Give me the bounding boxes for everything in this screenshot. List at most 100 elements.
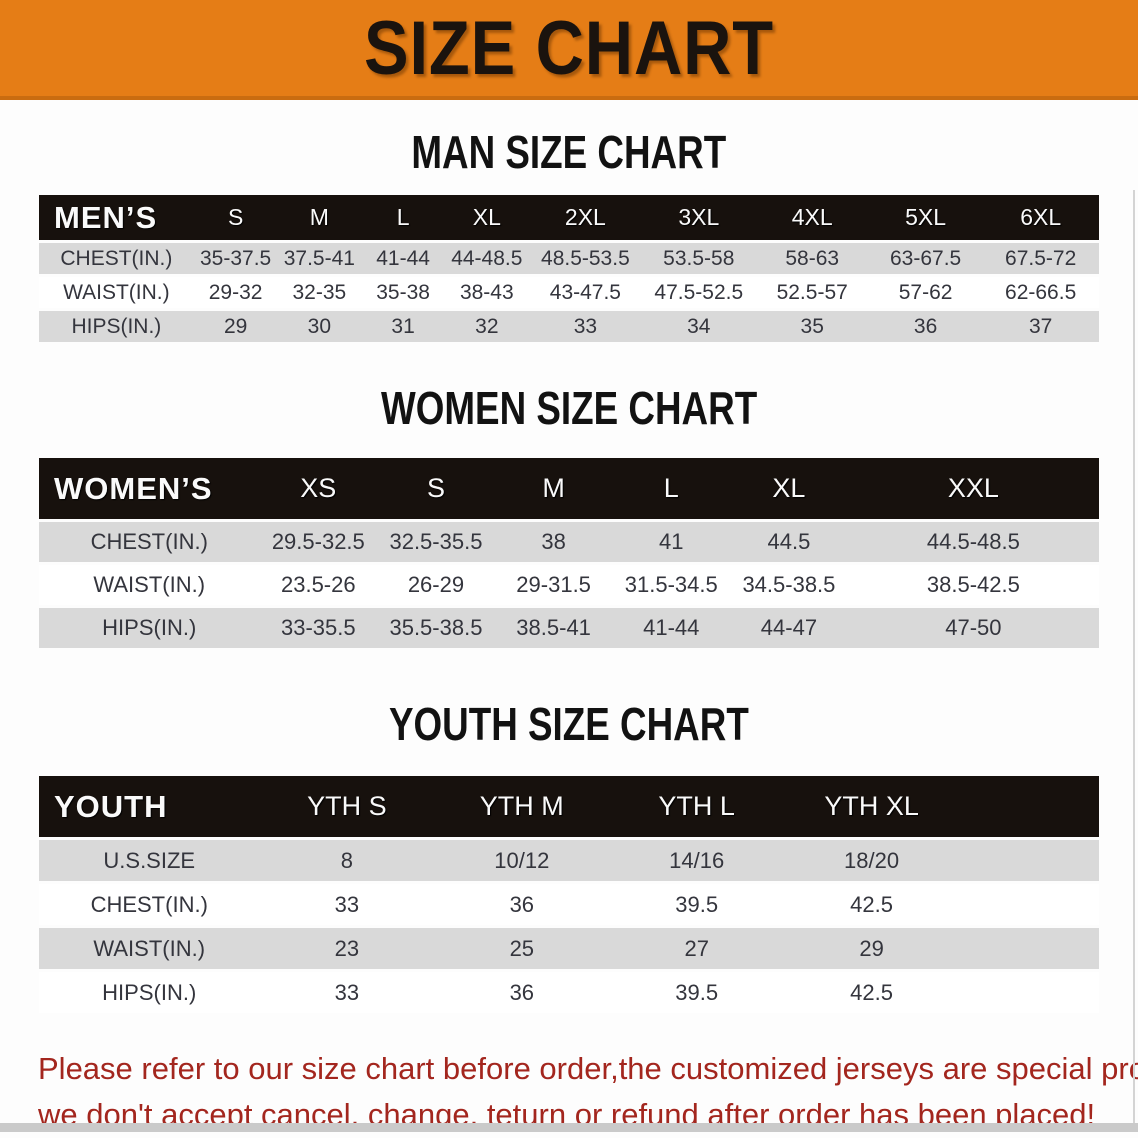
mens-col-s: S xyxy=(193,195,278,240)
youth-header-row: YOUTH YTH S YTH M YTH L YTH XL xyxy=(39,776,1099,837)
data-cell: 41 xyxy=(612,522,731,562)
data-cell: 29 xyxy=(784,928,960,969)
womens-hips-row: HIPS(IN.) 33-35.5 35.5-38.5 38.5-41 41-4… xyxy=(39,608,1099,648)
data-cell: 31.5-34.5 xyxy=(612,565,731,605)
womens-col-xs: XS xyxy=(259,458,378,519)
youth-col-m: YTH M xyxy=(434,776,610,837)
data-cell: 29.5-32.5 xyxy=(259,522,378,562)
womens-col-l: L xyxy=(612,458,731,519)
row-label: U.S.SIZE xyxy=(39,840,260,881)
womens-chest-row: CHEST(IN.) 29.5-32.5 32.5-35.5 38 41 44.… xyxy=(39,522,1099,562)
youth-col-xl: YTH XL xyxy=(784,776,960,837)
data-cell: 38.5-42.5 xyxy=(847,565,1099,605)
data-cell: 44-48.5 xyxy=(444,243,529,274)
bottom-divider xyxy=(0,1123,1138,1132)
data-cell: 67.5-72 xyxy=(982,243,1099,274)
youth-section-heading-text: YOUTH SIZE CHART xyxy=(389,698,749,750)
data-cell: 27 xyxy=(609,928,785,969)
data-cell: 36 xyxy=(434,972,610,1013)
data-cell: 33 xyxy=(259,884,435,925)
data-cell: 62-66.5 xyxy=(982,277,1099,308)
row-label: WAIST(IN.) xyxy=(39,928,260,969)
data-cell: 48.5-53.5 xyxy=(528,243,643,274)
data-cell: 26-29 xyxy=(377,565,495,605)
data-cell: 44.5 xyxy=(730,522,848,562)
data-cell: 36 xyxy=(868,311,983,342)
data-cell: 53.5-58 xyxy=(642,243,756,274)
data-cell: 23 xyxy=(259,928,435,969)
data-cell: 29-31.5 xyxy=(494,565,613,605)
womens-col-m: M xyxy=(494,458,613,519)
row-label: CHEST(IN.) xyxy=(39,884,260,925)
data-cell: 44.5-48.5 xyxy=(847,522,1099,562)
row-label: WAIST(IN.) xyxy=(39,277,194,308)
data-cell: 14/16 xyxy=(609,840,785,881)
womens-size-table: WOMEN’S XS S M L XL XXL CHEST(IN.) 29.5-… xyxy=(39,455,1099,651)
mens-table-title: MEN’S xyxy=(39,195,194,240)
youth-chest-row: CHEST(IN.) 33 36 39.5 42.5 xyxy=(39,884,1099,925)
youth-hips-row: HIPS(IN.) 33 36 39.5 42.5 xyxy=(39,972,1099,1013)
right-edge-line xyxy=(1133,190,1135,1123)
data-cell: 47.5-52.5 xyxy=(642,277,756,308)
mens-section-heading: MAN SIZE CHART xyxy=(0,125,1138,179)
data-cell: 33 xyxy=(528,311,643,342)
mens-col-3xl: 3XL xyxy=(642,195,756,240)
data-cell: 35.5-38.5 xyxy=(377,608,495,648)
data-cell: 31 xyxy=(361,311,445,342)
data-cell: 63-67.5 xyxy=(868,243,983,274)
data-cell: 23.5-26 xyxy=(259,565,378,605)
data-cell: 33-35.5 xyxy=(259,608,378,648)
data-cell: 42.5 xyxy=(784,972,960,1013)
mens-col-l: L xyxy=(361,195,445,240)
youth-section-heading: YOUTH SIZE CHART xyxy=(0,697,1138,751)
youth-col-l: YTH L xyxy=(609,776,785,837)
data-cell: 41-44 xyxy=(612,608,731,648)
womens-col-xl: XL xyxy=(730,458,848,519)
data-cell: 34.5-38.5 xyxy=(730,565,848,605)
data-cell: 30 xyxy=(277,311,362,342)
womens-waist-row: WAIST(IN.) 23.5-26 26-29 29-31.5 31.5-34… xyxy=(39,565,1099,605)
data-cell: 38-43 xyxy=(444,277,529,308)
womens-col-s: S xyxy=(377,458,495,519)
row-label: HIPS(IN.) xyxy=(39,311,194,342)
data-cell: 38 xyxy=(494,522,613,562)
womens-table-title: WOMEN’S xyxy=(39,458,260,519)
data-cell: 44-47 xyxy=(730,608,848,648)
data-cell: 41-44 xyxy=(361,243,445,274)
youth-col-filler xyxy=(959,776,1099,837)
data-cell: 29 xyxy=(193,311,278,342)
row-label: HIPS(IN.) xyxy=(39,608,260,648)
data-cell-empty xyxy=(959,840,1099,881)
data-cell: 25 xyxy=(434,928,610,969)
data-cell: 34 xyxy=(642,311,756,342)
mens-hips-row: HIPS(IN.) 29 30 31 32 33 34 35 36 37 xyxy=(39,311,1099,342)
data-cell: 57-62 xyxy=(868,277,983,308)
data-cell: 38.5-41 xyxy=(494,608,613,648)
mens-col-2xl: 2XL xyxy=(528,195,643,240)
data-cell: 8 xyxy=(259,840,435,881)
data-cell: 36 xyxy=(434,884,610,925)
data-cell: 37 xyxy=(982,311,1099,342)
data-cell: 42.5 xyxy=(784,884,960,925)
data-cell: 52.5-57 xyxy=(755,277,869,308)
mens-col-m: M xyxy=(277,195,362,240)
data-cell: 18/20 xyxy=(784,840,960,881)
data-cell-empty xyxy=(959,884,1099,925)
womens-section-heading-text: WOMEN SIZE CHART xyxy=(380,382,758,434)
row-label: CHEST(IN.) xyxy=(39,243,194,274)
data-cell: 43-47.5 xyxy=(528,277,643,308)
mens-col-6xl: 6XL xyxy=(982,195,1099,240)
mens-waist-row: WAIST(IN.) 29-32 32-35 35-38 38-43 43-47… xyxy=(39,277,1099,308)
mens-col-5xl: 5XL xyxy=(868,195,983,240)
womens-header-row: WOMEN’S XS S M L XL XXL xyxy=(39,458,1099,519)
data-cell: 32.5-35.5 xyxy=(377,522,495,562)
youth-table-title: YOUTH xyxy=(39,776,260,837)
data-cell: 58-63 xyxy=(755,243,869,274)
disclaimer-note: Please refer to our size chart before or… xyxy=(38,1046,1138,1138)
youth-col-s: YTH S xyxy=(259,776,435,837)
mens-size-table: MEN’S S M L XL 2XL 3XL 4XL 5XL 6XL CHEST… xyxy=(39,192,1099,345)
size-chart-banner: SIZE CHART xyxy=(0,0,1138,100)
disclaimer-line-1: Please refer to our size chart before or… xyxy=(38,1051,1138,1086)
page-title: SIZE CHART xyxy=(363,5,775,91)
data-cell-empty xyxy=(959,928,1099,969)
